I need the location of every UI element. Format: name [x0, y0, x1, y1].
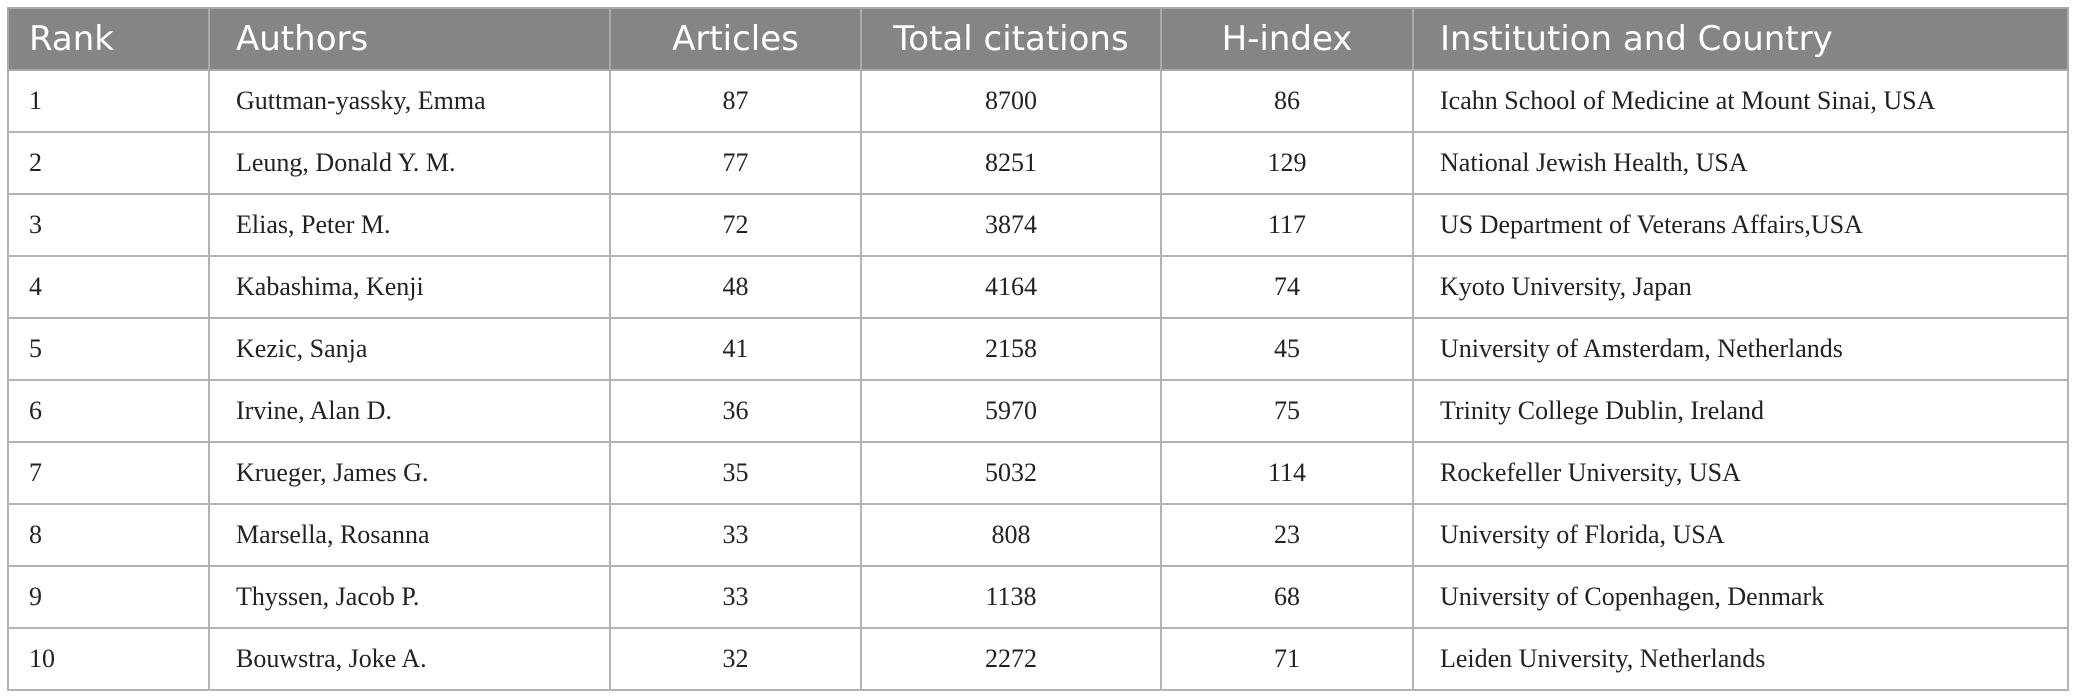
- table-cell: 114: [1160, 441, 1414, 505]
- table-row: 5 Kezic, Sanja 41 2158 45 University of Amste…: [7, 317, 2069, 381]
- table-cell: 5970: [860, 379, 1162, 443]
- table-cell: Trinity College Dublin, Ireland: [1412, 379, 2069, 443]
- header-cell: Total citations: [860, 7, 1162, 71]
- table-cell: Leung, Donald Y. M.: [208, 131, 611, 195]
- table-cell: 41: [609, 317, 862, 381]
- table-row: 1 Guttman-yassky, Emma 87 8700 86 Icahn Schoo…: [7, 69, 2069, 133]
- table-row: 2 Leung, Donald Y. M. 77 8251 129 National Je…: [7, 131, 2069, 195]
- table-cell: Elias, Peter M.: [208, 193, 611, 257]
- table-row: 9 Thyssen, Jacob P. 33 1138 68 University of …: [7, 565, 2069, 629]
- table-cell: 75: [1160, 379, 1414, 443]
- table-container: Rank Authors Articles Total citations H-inde…: [7, 7, 2069, 691]
- table-cell: 4: [7, 255, 210, 319]
- table-cell: 7: [7, 441, 210, 505]
- table-cell: 4164: [860, 255, 1162, 319]
- table-cell: 6: [7, 379, 210, 443]
- table-cell: 48: [609, 255, 862, 319]
- table-cell: 36: [609, 379, 862, 443]
- table-cell: 5032: [860, 441, 1162, 505]
- table-cell: 74: [1160, 255, 1414, 319]
- table-cell: 23: [1160, 503, 1414, 567]
- table-cell: Kezic, Sanja: [208, 317, 611, 381]
- table-cell: 86: [1160, 69, 1414, 133]
- table-cell: Kyoto University, Japan: [1412, 255, 2069, 319]
- header-cell: Rank: [7, 7, 210, 71]
- table-cell: 45: [1160, 317, 1414, 381]
- table-cell: 8700: [860, 69, 1162, 133]
- table-cell: 8: [7, 503, 210, 567]
- table-cell: 2272: [860, 627, 1162, 691]
- authors-table: Rank Authors Articles Total citations H-inde…: [7, 7, 2069, 691]
- table-cell: 71: [1160, 627, 1414, 691]
- table-cell: 808: [860, 503, 1162, 567]
- table-row: 4 Kabashima, Kenji 48 4164 74 Kyoto Universit…: [7, 255, 2069, 319]
- table-cell: 9: [7, 565, 210, 629]
- table-cell: 33: [609, 503, 862, 567]
- table-cell: 3: [7, 193, 210, 257]
- table-row: 7 Krueger, James G. 35 5032 114 Rockefeller U…: [7, 441, 2069, 505]
- table-cell: National Jewish Health, USA: [1412, 131, 2069, 195]
- table-cell: 10: [7, 627, 210, 691]
- table-cell: Rockefeller University, USA: [1412, 441, 2069, 505]
- table-cell: 35: [609, 441, 862, 505]
- table-cell: 72: [609, 193, 862, 257]
- table-cell: 117: [1160, 193, 1414, 257]
- header-row: Rank Authors Articles Total citations H-inde…: [7, 7, 2069, 71]
- table-cell: Thyssen, Jacob P.: [208, 565, 611, 629]
- table-cell: Leiden University, Netherlands: [1412, 627, 2069, 691]
- table-row: 10 Bouwstra, Joke A. 32 2272 71 Leiden Univer…: [7, 627, 2069, 691]
- header-cell: Authors: [208, 7, 611, 71]
- table-cell: 2: [7, 131, 210, 195]
- table-cell: Irvine, Alan D.: [208, 379, 611, 443]
- table-cell: University of Amsterdam, Netherlands: [1412, 317, 2069, 381]
- table-cell: 3874: [860, 193, 1162, 257]
- table-cell: 129: [1160, 131, 1414, 195]
- table-cell: Marsella, Rosanna: [208, 503, 611, 567]
- table-row: 8 Marsella, Rosanna 33 808 23 University of F…: [7, 503, 2069, 567]
- table-cell: 1: [7, 69, 210, 133]
- table-cell: 1138: [860, 565, 1162, 629]
- header-cell: H-index: [1160, 7, 1414, 71]
- table-cell: Icahn School of Medicine at Mount Sinai,…: [1412, 69, 2069, 133]
- table-row: 6 Irvine, Alan D. 36 5970 75 Trinity College …: [7, 379, 2069, 443]
- table-cell: 33: [609, 565, 862, 629]
- table-cell: University of Florida, USA: [1412, 503, 2069, 567]
- table-cell: University of Copenhagen, Denmark: [1412, 565, 2069, 629]
- table-cell: 87: [609, 69, 862, 133]
- table-cell: Krueger, James G.: [208, 441, 611, 505]
- table-row: 3 Elias, Peter M. 72 3874 117 US Department o…: [7, 193, 2069, 257]
- table-cell: 8251: [860, 131, 1162, 195]
- table-cell: US Department of Veterans Affairs,USA: [1412, 193, 2069, 257]
- table-cell: 5: [7, 317, 210, 381]
- table-cell: Bouwstra, Joke A.: [208, 627, 611, 691]
- table-cell: 32: [609, 627, 862, 691]
- table-cell: 68: [1160, 565, 1414, 629]
- header-cell: Articles: [609, 7, 862, 71]
- table-cell: Kabashima, Kenji: [208, 255, 611, 319]
- table-cell: Guttman-yassky, Emma: [208, 69, 611, 133]
- table-cell: 2158: [860, 317, 1162, 381]
- header-cell: Institution and Country: [1412, 7, 2069, 71]
- table-cell: 77: [609, 131, 862, 195]
- table-body: 1 Guttman-yassky, Emma 87 8700 86 Icahn Schoo…: [7, 69, 2069, 691]
